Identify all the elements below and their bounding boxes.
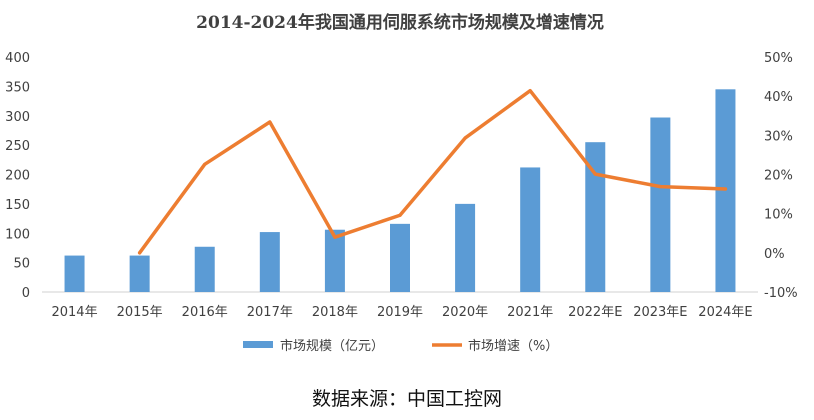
y-left-tick-label: 300 <box>5 110 30 125</box>
bar <box>520 167 541 292</box>
x-tick-label: 2014年 <box>51 305 97 320</box>
y-left-tick-label: 250 <box>5 139 30 154</box>
y-right-tick-label: 50% <box>764 51 793 66</box>
y-left-tick-label: 350 <box>5 80 30 95</box>
line-point <box>658 185 662 189</box>
y-right-tick-label: 10% <box>764 208 793 223</box>
y-left-tick-label: 400 <box>5 51 30 66</box>
y-right-tick-label: 0% <box>764 247 785 262</box>
bar <box>324 229 345 292</box>
y-right-tick-label: -10% <box>764 286 798 301</box>
y-right-tick-label: 40% <box>764 90 793 105</box>
y-left-tick-label: 0 <box>22 286 30 301</box>
bar <box>194 246 215 292</box>
x-tick-label: 2015年 <box>117 305 163 320</box>
x-tick-label: 2021年 <box>507 305 553 320</box>
legend-label: 市场增速（%） <box>468 338 558 354</box>
line-point <box>398 213 402 217</box>
chart-title: 2014-2024年我国通用伺服系统市场规模及增速情况 <box>196 12 604 33</box>
bar <box>259 232 280 292</box>
bar <box>129 255 150 292</box>
line-point <box>333 235 337 239</box>
bar <box>64 255 85 292</box>
x-tick-label: 2020年 <box>442 305 488 320</box>
chart: 2014-2024年我国通用伺服系统市场规模及增速情况 0 50 100 150 200… <box>5 12 797 354</box>
legend-bar-swatch <box>243 341 273 348</box>
x-tick-label: 2022年E <box>568 305 622 320</box>
x-tick-label: 2017年 <box>247 305 293 320</box>
y-right-tick-label: 20% <box>764 169 793 184</box>
line-point <box>463 136 467 140</box>
line-point <box>528 89 532 93</box>
x-tick-label: 2019年 <box>377 305 423 320</box>
line-point <box>593 172 597 176</box>
y-right-tick-label: 30% <box>764 129 793 144</box>
x-tick-label: 2018年 <box>312 305 358 320</box>
y-left-tick-label: 100 <box>5 227 30 242</box>
legend-label: 市场规模（亿元） <box>280 338 384 354</box>
legend: 市场规模（亿元） 市场增速（%） <box>243 338 558 354</box>
y-left-tick-label: 150 <box>5 198 30 213</box>
y-left-tick-label: 50 <box>13 257 30 272</box>
plot-area: 0 50 100 150 200 250 300 350 400 -10% 0% 10% 20% 30% 4… <box>5 51 797 320</box>
x-tick-label: 2024年E <box>698 305 752 320</box>
x-tick-label: 2023年E <box>633 305 687 320</box>
line-point <box>138 251 142 255</box>
x-tick-label: 2016年 <box>182 305 228 320</box>
line-point <box>268 120 272 124</box>
growth-line <box>137 88 728 255</box>
line-point <box>203 162 207 166</box>
bar <box>650 117 671 292</box>
y-left-tick-label: 200 <box>5 169 30 184</box>
bar <box>390 223 410 292</box>
bar <box>455 203 476 292</box>
bar <box>585 142 606 292</box>
source-note: 数据来源：中国工控网 <box>311 388 502 410</box>
line-point <box>723 187 727 191</box>
